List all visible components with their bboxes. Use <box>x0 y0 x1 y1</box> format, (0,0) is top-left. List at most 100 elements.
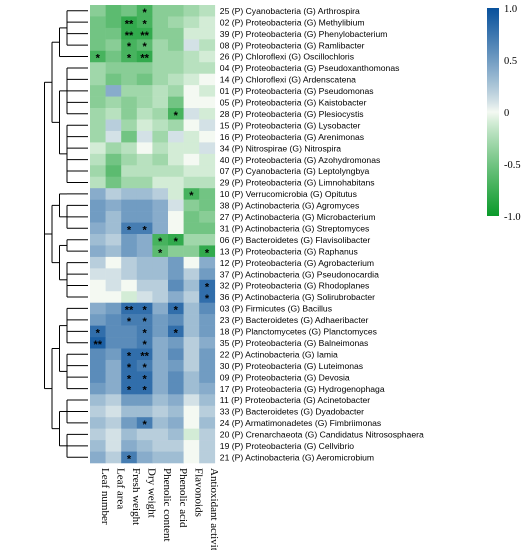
heatmap-cell <box>121 359 138 372</box>
heatmap-cell <box>105 245 122 258</box>
heatmap-cell <box>121 96 138 109</box>
heatmap-cell <box>90 348 106 361</box>
heatmap-cell <box>168 153 184 166</box>
heatmap-cell <box>199 417 216 429</box>
heatmap-cell <box>136 405 153 418</box>
column-labels: Leaf number Leaf area Fresh weight Dry weig… <box>99 468 220 550</box>
heatmap-cell <box>136 27 153 40</box>
heatmap-cell <box>136 302 153 315</box>
heatmap-cell <box>121 337 138 349</box>
significance-mark: * <box>142 41 147 53</box>
significance-mark: * <box>142 7 147 19</box>
heatmap-cell <box>136 359 153 372</box>
row-dendrogram <box>44 10 88 458</box>
significance-mark: * <box>174 305 179 317</box>
heatmap-cell <box>105 371 122 384</box>
heatmap-cell <box>121 428 138 441</box>
heatmap-cell <box>168 108 184 120</box>
heatmap-cell <box>90 440 106 452</box>
heatmap-cell <box>121 130 138 143</box>
heatmap-cell <box>183 62 200 74</box>
heatmap-cell <box>105 130 122 143</box>
color-scale-tick-label: 1.0 <box>504 4 517 15</box>
significance-mark: * <box>142 305 147 317</box>
heatmap-cell <box>90 108 106 120</box>
significance-mark: ** <box>125 18 134 30</box>
heatmap-cell <box>168 96 184 109</box>
heatmap-cell <box>168 302 184 315</box>
heatmap-cell <box>199 325 216 338</box>
heatmap-cell <box>90 371 106 384</box>
heatmap-cell <box>105 359 122 372</box>
heatmap-cell <box>121 5 138 17</box>
heatmap-cell <box>90 302 106 315</box>
heatmap-cell <box>152 16 169 29</box>
row-label: 21 (P) Actinobacteria (G) Aeromicrobium <box>220 452 374 462</box>
row-label: 07 (P) Cyanobacteria (G) Leptolyngbya <box>220 166 370 176</box>
heatmap-cell <box>199 211 216 223</box>
heatmap-cell <box>90 325 106 338</box>
heatmap-cell <box>121 417 138 429</box>
heatmap-cell <box>121 394 138 407</box>
heatmap-cell <box>136 245 153 258</box>
heatmap-cell <box>105 142 122 155</box>
heatmap-cell <box>168 314 184 326</box>
row-label: 02 (P) Proteobacteria (G) Methylibium <box>220 17 365 27</box>
row-label: 16 (P) Proteobacteria (G) Arenimonas <box>220 132 364 142</box>
heatmap-cell <box>90 130 106 143</box>
heatmap-cell <box>90 428 106 441</box>
heatmap-cell <box>152 325 169 338</box>
heatmap-cell <box>136 96 153 109</box>
heatmap-cell <box>136 256 153 269</box>
heatmap-cell <box>121 39 138 52</box>
heatmap-cell <box>105 176 122 189</box>
significance-mark: * <box>142 362 147 374</box>
column-label: Phenolic content <box>161 468 173 542</box>
heatmap-cell <box>168 130 184 143</box>
heatmap-cell <box>168 371 184 384</box>
heatmap-cell <box>183 371 200 384</box>
heatmap-cell <box>168 359 184 372</box>
heatmap-cell <box>121 279 138 292</box>
heatmap-cell <box>121 302 138 315</box>
heatmap-cell <box>90 142 106 155</box>
heatmap-cell <box>183 188 200 200</box>
heatmap-cell <box>168 440 184 452</box>
heatmap-cell <box>199 96 216 109</box>
row-label: 26 (P) Chloroflexi (G) Oscillochloris <box>220 52 354 62</box>
heatmap-cell <box>152 382 169 395</box>
heatmap-cell <box>90 176 106 189</box>
heatmap-cell <box>199 451 216 464</box>
heatmap-cell <box>105 85 122 97</box>
heatmap-cell <box>168 5 184 17</box>
heatmap-cell <box>183 73 200 86</box>
heatmap-cell <box>168 188 184 200</box>
significance-mark: * <box>142 339 147 351</box>
heatmap-cell <box>136 394 153 407</box>
row-label: 10 (P) Verrucomicrobia (G) Opitutus <box>220 189 357 199</box>
significance-mark: * <box>142 419 147 431</box>
heatmap-cell <box>136 440 153 452</box>
heatmap-cell <box>199 5 216 17</box>
heatmap-cell <box>183 394 200 407</box>
significance-mark: * <box>142 327 147 339</box>
heatmap-cell <box>136 417 153 429</box>
heatmap-cell <box>168 256 184 269</box>
heatmap-cell <box>105 314 122 326</box>
heatmap-cell <box>199 371 216 384</box>
heatmap-cell <box>199 222 216 235</box>
heatmap-cell <box>105 165 122 178</box>
heatmap-cell <box>90 268 106 281</box>
heatmap-cell <box>136 337 153 349</box>
heatmap-cell <box>183 440 200 452</box>
row-label: 09 (P) Proteobacteria (G) Devosia <box>220 372 350 382</box>
heatmap-cell <box>199 130 216 143</box>
heatmap-cell <box>121 199 138 212</box>
heatmap-cell <box>183 153 200 166</box>
heatmap-cell <box>168 142 184 155</box>
heatmap-cell <box>136 199 153 212</box>
heatmap-cell <box>168 211 184 223</box>
heatmap-cell <box>121 142 138 155</box>
heatmap-cell <box>105 291 122 303</box>
heatmap-cell <box>183 222 200 235</box>
